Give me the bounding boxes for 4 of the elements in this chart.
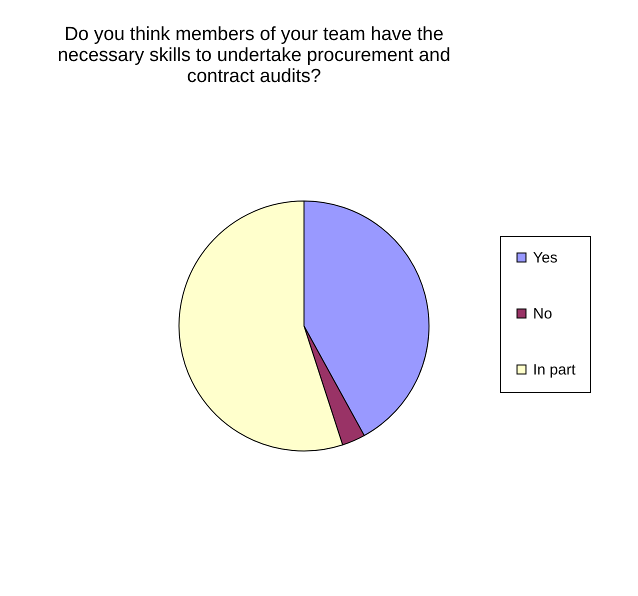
legend-label: Yes (533, 250, 558, 266)
legend-label: In part (533, 362, 576, 378)
chart-title: Do you think members of your team have the necessary skills to undertake procurement and contract audits? (58, 24, 450, 87)
legend-label: No (533, 306, 552, 322)
